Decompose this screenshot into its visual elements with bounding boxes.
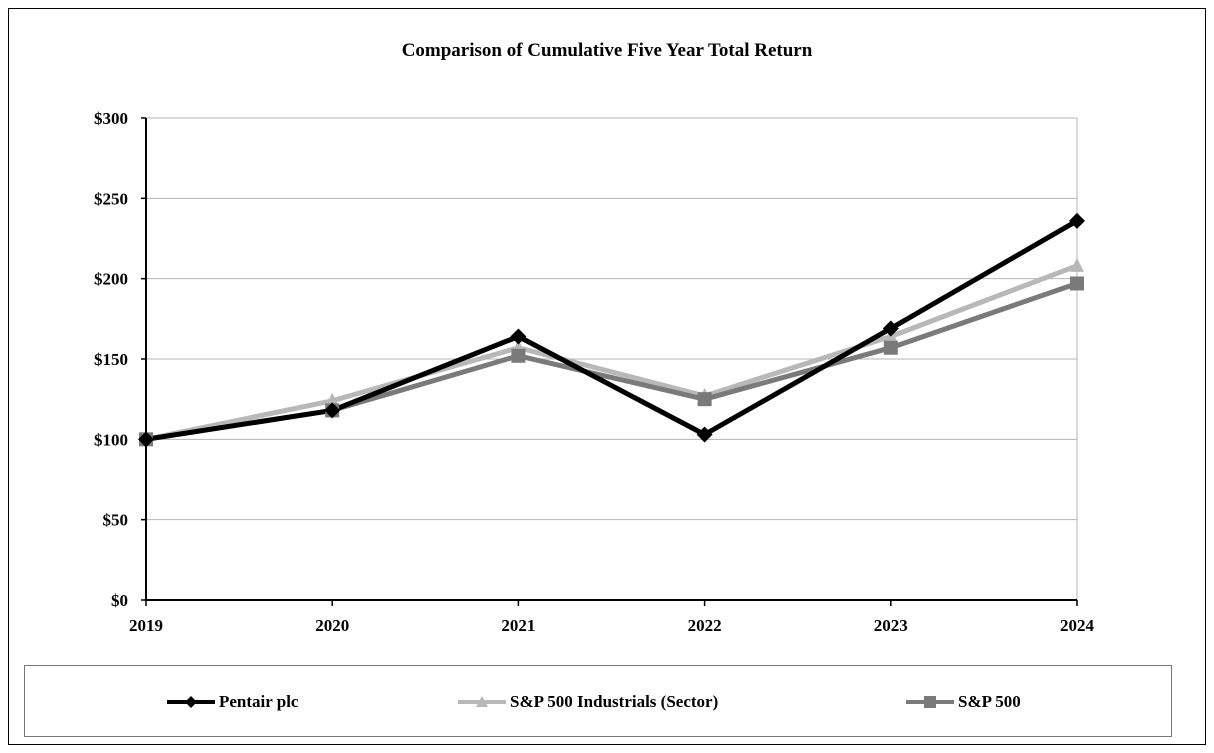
legend-swatch-sp500 [906,696,954,708]
x-tick-label: 2024 [1060,616,1095,635]
data-point [883,340,898,355]
legend [24,665,1172,737]
y-tick-label: $100 [94,430,128,449]
legend-item-industrials: S&P 500 Industrials (Sector) [456,690,718,714]
data-point [882,320,899,337]
legend-swatch-pentair [167,696,215,708]
x-tick-label: 2023 [874,616,908,635]
legend-item-pentair: Pentair plc [165,690,298,714]
data-point [511,348,526,363]
y-tick-label: $0 [111,591,128,610]
data-point [510,328,527,345]
data-point [325,392,340,407]
data-point [1070,276,1084,291]
chart-title: Comparison of Cumulative Five Year Total… [401,40,813,61]
y-tick-label: $150 [94,350,128,369]
legend-swatch-industrials [458,696,506,707]
data-point [697,392,712,407]
x-tick-label: 2020 [315,616,349,635]
y-tick-label: $250 [94,189,128,208]
x-tick-label: 2022 [688,616,722,635]
y-tick-label: $200 [94,270,128,289]
series-line [145,218,1079,442]
data-point [1069,212,1085,229]
data-point [138,431,154,448]
legend-label-pentair: Pentair plc [219,692,299,711]
series-line [145,263,1078,442]
y-tick-label: $50 [103,511,129,530]
legend-label-sp500: S&P 500 [958,692,1021,711]
x-tick-label: 2021 [501,616,535,635]
legend-item-sp500: S&P 500 [904,690,1021,714]
legend-label-industrials: S&P 500 Industrials (Sector) [510,692,719,711]
y-tick-label: $300 [94,109,128,128]
data-point [696,426,713,443]
x-tick-label: 2019 [129,616,163,635]
data-point [1070,257,1084,272]
data-point [324,402,341,419]
